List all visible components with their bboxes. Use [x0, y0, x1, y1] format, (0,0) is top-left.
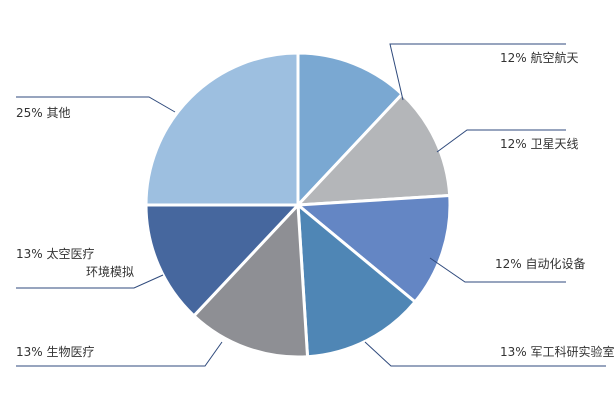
pie-slice-3 [296, 201, 418, 359]
slice-label-5-line-1: 环境模拟 [86, 264, 134, 279]
slice-labels: 12% 航空航天 12% 卫星天线 12% 自动化设备 13% 军工科研实验室 13% … [16, 50, 615, 359]
pie-slice-0 [296, 51, 405, 209]
leader-line-3 [364, 341, 606, 367]
leader-line-0 [389, 43, 566, 101]
slice-label-4: 13% 生物医疗 [16, 345, 95, 359]
pie-slice-2 [294, 193, 452, 305]
slice-label-5: 13% 太空医疗 [16, 246, 95, 261]
leader-line-4 [16, 341, 223, 367]
leader-line-6 [16, 96, 176, 113]
slice-label-0: 12% 航空航天 [500, 50, 579, 65]
slice-label-2: 12% 自动化设备 [495, 257, 586, 271]
pie-slice-4 [191, 201, 310, 359]
pie-slice-5 [144, 203, 302, 318]
pie-slice-6 [144, 51, 300, 207]
slice-label-6: 25% 其他 [16, 106, 71, 120]
leader-line-1 [436, 129, 566, 153]
pie-slice-1 [294, 92, 452, 207]
leader-line-5 [16, 274, 164, 289]
slice-label-1: 12% 卫星天线 [500, 137, 579, 151]
pie-slices [144, 51, 452, 359]
leader-lines [16, 43, 606, 367]
leader-line-2 [429, 257, 566, 283]
slice-label-3: 13% 军工科研实验室 [500, 344, 615, 359]
